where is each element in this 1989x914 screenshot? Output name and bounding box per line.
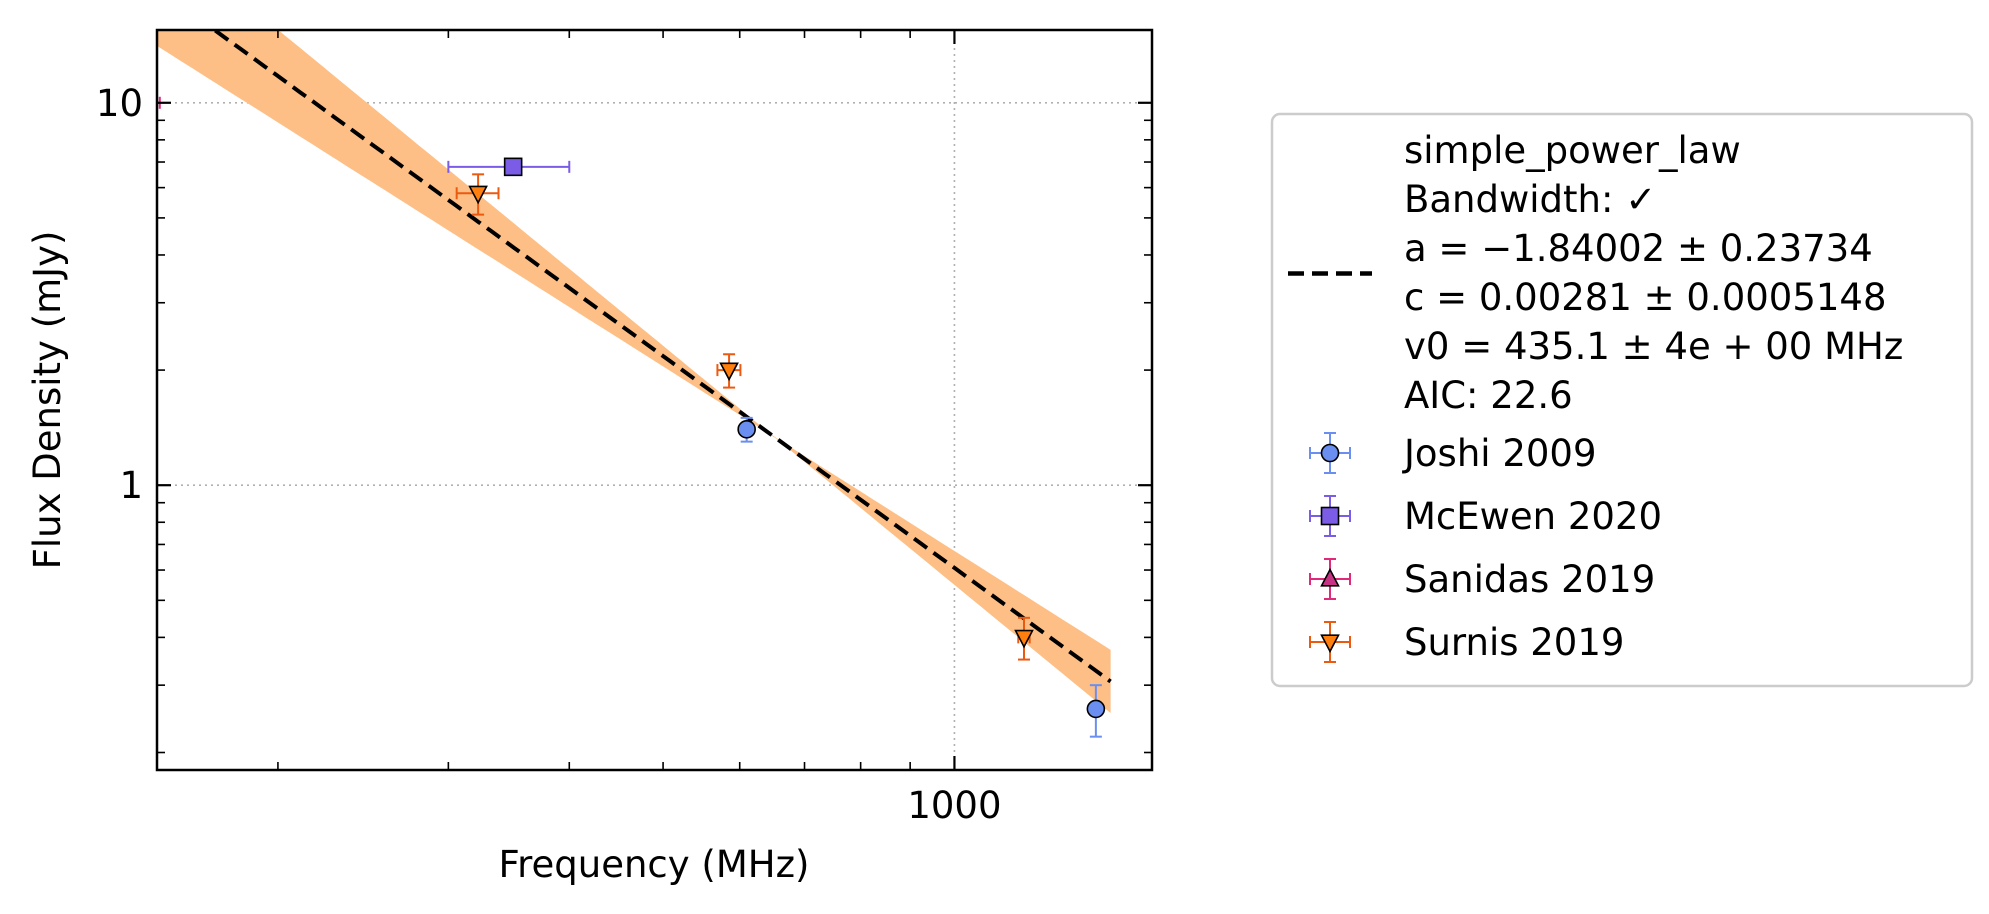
axis-ticks [157, 30, 1152, 770]
legend-series-entries: Joshi 2009 McEwen 2020 Sanidas 2019 Surnis … [1309, 432, 1662, 664]
fit-line [211, 30, 1112, 684]
legend-frame [1270, 112, 1974, 688]
legend-fit-text-line: a = −1.84002 ± 0.23734 [1404, 227, 1873, 270]
tick-labels: 1000 1 10 [96, 82, 1002, 827]
y-tick-label: 10 [96, 82, 143, 125]
legend: simple_power_law Bandwidth: ✓ a = −1.84002… [1270, 112, 1974, 688]
legend-fit-text-line: c = 0.00281 ± 0.0005148 [1404, 276, 1886, 319]
y-tick-label: 1 [119, 464, 143, 507]
legend-fit-text-line: v0 = 435.1 ± 4e + 00 MHz [1404, 325, 1903, 368]
series-joshi-2009 [737, 416, 1106, 738]
data-point [1086, 699, 1106, 719]
grid-lines [157, 30, 1152, 770]
data-point [737, 420, 756, 439]
y-axis-label: Flux Density (mJy) [26, 231, 69, 570]
fit-uncertainty-band [157, 30, 1111, 713]
data-point [719, 362, 739, 382]
data-point [503, 157, 523, 177]
data-layer [157, 96, 1106, 738]
legend-fit-text-line: Bandwidth: ✓ [1404, 178, 1656, 221]
legend-series-label: McEwen 2020 [1404, 495, 1662, 538]
legend-entry-sanidas-2019: Sanidas 2019 [1309, 558, 1655, 601]
legend-marker [1320, 443, 1340, 463]
series-surnis-2019 [455, 173, 1034, 661]
data-point [468, 185, 488, 205]
legend-fit-text-line: AIC: 22.6 [1404, 374, 1573, 417]
legend-marker [1320, 567, 1340, 587]
legend-entry-fit: simple_power_law Bandwidth: ✓ a = −1.84002… [1288, 129, 1903, 417]
fit-layer [157, 30, 1112, 713]
plot-frame [155, 28, 1154, 772]
x-axis-label: Frequency (MHz) [499, 843, 810, 886]
x-tick-label: 1000 [907, 784, 1001, 827]
legend-marker [1320, 634, 1340, 654]
legend-series-label: Joshi 2009 [1402, 432, 1596, 475]
data-point [1014, 629, 1034, 649]
legend-series-label: Surnis 2019 [1404, 621, 1624, 664]
series-mcewen-2020 [447, 157, 571, 177]
legend-entry-joshi-2009: Joshi 2009 [1309, 432, 1596, 475]
legend-fit-text-line: simple_power_law [1404, 129, 1741, 172]
legend-entry-surnis-2019: Surnis 2019 [1309, 621, 1624, 664]
legend-entry-mcewen-2020: McEwen 2020 [1309, 495, 1662, 538]
legend-marker [1320, 506, 1340, 526]
legend-series-label: Sanidas 2019 [1404, 558, 1655, 601]
